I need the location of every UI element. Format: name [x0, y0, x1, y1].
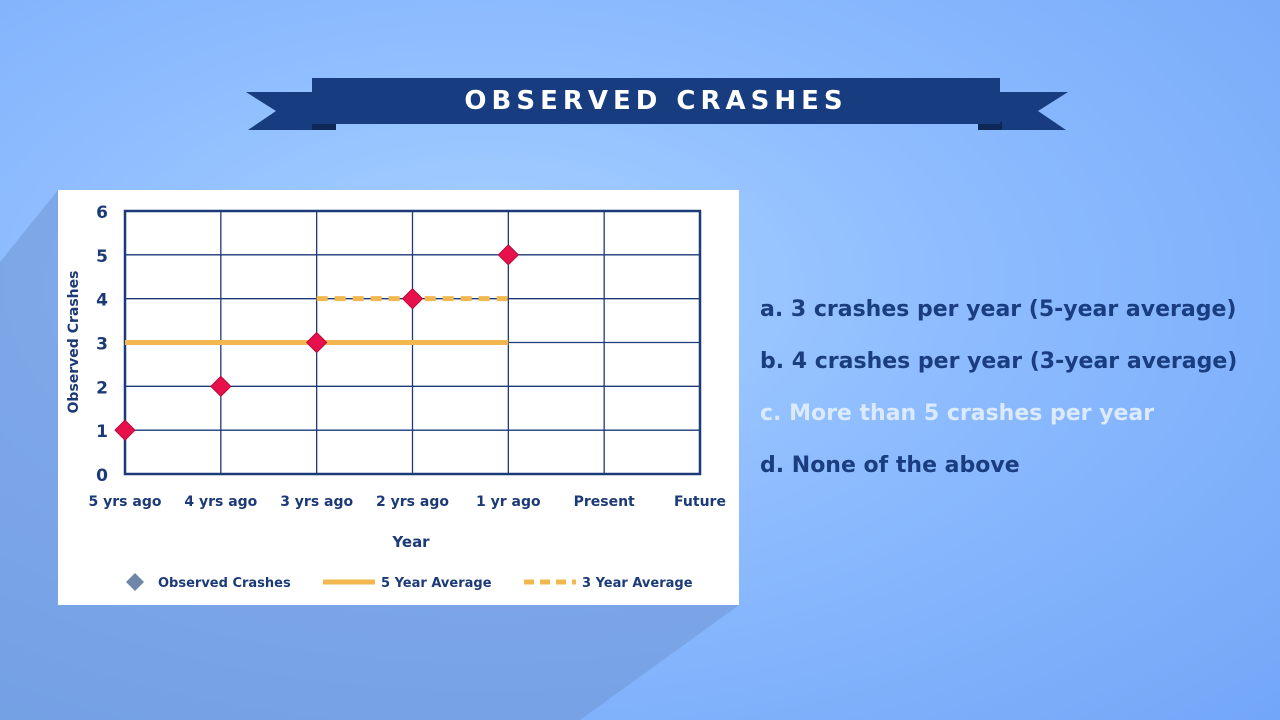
answer-list: a. 3 crashes per year (5-year average) b…: [760, 288, 1260, 496]
answer-d-letter: d.: [760, 453, 785, 478]
answer-a-letter: a.: [760, 297, 784, 322]
answer-b[interactable]: b. 4 crashes per year (3-year average): [760, 340, 1260, 392]
observed-crash-point: [497, 244, 520, 266]
x-tick-label: 2 yrs ago: [376, 494, 449, 510]
legend-marker-swatch: [126, 573, 144, 591]
x-tick-label: Present: [574, 494, 635, 510]
answer-b-text: 4 crashes per year (3-year average): [791, 349, 1238, 374]
chart-card: 0 1 2 3 4 5 6 5 yrs ago 4 yrs ago 3 yrs ago 2 yrs …: [58, 190, 739, 605]
legend-label: 5 Year Average: [381, 576, 492, 591]
x-axis-label: Year: [391, 533, 430, 551]
legend-label: 3 Year Average: [582, 576, 693, 591]
x-tick-label: 5 yrs ago: [89, 494, 162, 510]
x-tick-label: 1 yr ago: [476, 494, 541, 510]
answer-a-text: 3 crashes per year (5-year average): [790, 297, 1237, 322]
page-title: OBSERVED CRASHES: [464, 86, 848, 116]
legend-label: Observed Crashes: [158, 576, 291, 591]
answer-c-text: More than 5 crashes per year: [789, 401, 1155, 426]
y-tick-label: 0: [96, 466, 108, 486]
answer-c[interactable]: c. More than 5 crashes per year: [760, 392, 1260, 444]
y-tick-label: 3: [96, 335, 108, 355]
x-tick-label: 4 yrs ago: [184, 494, 257, 510]
answer-a[interactable]: a. 3 crashes per year (5-year average): [760, 288, 1260, 340]
x-tick-label: 3 yrs ago: [280, 494, 353, 510]
x-tick-label: Future: [674, 494, 726, 510]
observed-crash-point: [114, 419, 136, 441]
observed-crash-point: [401, 287, 424, 310]
observed-crash-point: [210, 375, 232, 398]
y-tick-label: 4: [96, 291, 108, 311]
title-ribbon: [246, 78, 1068, 130]
answer-d[interactable]: d. None of the above: [760, 444, 1260, 496]
answer-b-letter: b.: [760, 349, 785, 374]
y-axis-label: Observed Crashes: [66, 271, 82, 414]
observed-crashes-chart: 0 1 2 3 4 5 6 5 yrs ago 4 yrs ago 3 yrs ago 2 yrs …: [66, 203, 726, 591]
y-tick-label: 5: [96, 247, 108, 267]
y-tick-label: 1: [96, 422, 108, 442]
y-tick-label: 2: [96, 378, 108, 398]
observed-crash-point: [305, 331, 328, 354]
answer-d-text: None of the above: [791, 453, 1020, 478]
answer-c-letter: c.: [760, 401, 782, 426]
y-tick-label: 6: [96, 203, 108, 223]
